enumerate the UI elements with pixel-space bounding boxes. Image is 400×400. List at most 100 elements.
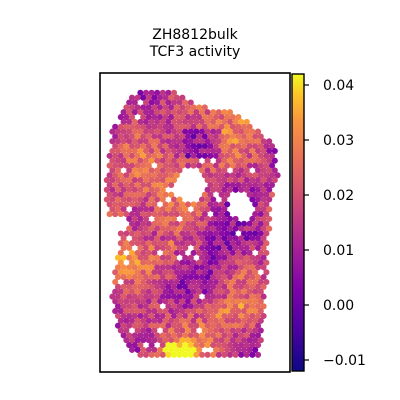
spot <box>128 143 136 150</box>
spot <box>224 133 231 140</box>
spot <box>176 283 183 290</box>
spot <box>263 172 270 179</box>
spot <box>240 123 248 130</box>
spot <box>246 240 253 247</box>
spot <box>196 123 203 130</box>
spot <box>148 351 155 358</box>
spot <box>266 157 273 164</box>
spot <box>198 244 206 252</box>
spot <box>168 269 175 276</box>
spot <box>126 177 133 184</box>
spot <box>179 162 186 169</box>
spot <box>190 230 197 237</box>
spot <box>109 128 116 135</box>
spot <box>126 99 133 106</box>
spot <box>148 99 155 106</box>
spot <box>187 312 194 320</box>
spot <box>196 104 203 111</box>
spot <box>238 128 245 135</box>
spot <box>257 230 264 237</box>
spot <box>246 298 253 305</box>
spot <box>254 312 262 320</box>
spot <box>232 303 239 310</box>
spot <box>226 312 234 320</box>
spot <box>263 259 270 266</box>
spot <box>215 283 222 290</box>
spot <box>221 342 228 349</box>
spot <box>212 162 220 169</box>
spot <box>238 147 245 155</box>
spot <box>168 278 175 286</box>
spot <box>184 259 192 266</box>
spot <box>120 157 127 164</box>
spot <box>263 269 270 276</box>
spot <box>198 206 206 213</box>
spot <box>128 104 136 111</box>
spot <box>184 269 192 276</box>
spot <box>165 206 172 213</box>
spot <box>170 351 178 358</box>
spot <box>201 114 208 121</box>
spot <box>182 254 189 261</box>
spot <box>240 172 248 179</box>
spot <box>260 167 267 174</box>
spot <box>198 215 206 222</box>
spot <box>168 191 175 198</box>
spot <box>215 118 222 125</box>
spot <box>246 327 253 334</box>
spot <box>190 308 197 315</box>
spot <box>204 342 211 349</box>
spot <box>128 201 136 208</box>
spot <box>131 109 138 116</box>
spot <box>187 254 194 261</box>
spot <box>221 264 228 271</box>
spot <box>131 99 138 106</box>
spot <box>249 264 256 271</box>
spot <box>190 278 197 286</box>
spot <box>198 254 206 261</box>
spot <box>218 327 225 334</box>
spot <box>260 254 267 261</box>
spot <box>257 143 264 150</box>
spot <box>145 211 152 218</box>
spot <box>243 293 250 300</box>
spot <box>235 298 242 305</box>
spot <box>151 104 158 111</box>
spot <box>145 346 152 353</box>
spot <box>170 167 178 174</box>
spot <box>249 196 256 203</box>
spot <box>131 177 138 184</box>
spot <box>148 342 155 349</box>
spot <box>210 109 217 116</box>
spot <box>112 308 119 315</box>
spot <box>114 274 122 281</box>
spot <box>142 118 150 125</box>
spot <box>263 201 270 208</box>
spot <box>145 133 152 140</box>
spot <box>126 274 133 281</box>
spot <box>246 172 253 179</box>
spot <box>201 269 208 276</box>
spot <box>215 167 222 174</box>
spot <box>170 147 178 155</box>
spot <box>142 283 150 290</box>
spot <box>156 220 164 227</box>
spot <box>112 181 119 189</box>
spot <box>176 274 183 281</box>
spot <box>117 230 124 237</box>
spot <box>123 308 130 315</box>
spot <box>243 254 250 261</box>
spot <box>179 230 186 237</box>
spot <box>117 269 124 276</box>
spot <box>201 211 208 218</box>
spot <box>159 342 166 349</box>
spot <box>128 337 136 344</box>
spot <box>120 147 127 155</box>
spot <box>238 303 245 310</box>
spot <box>120 254 127 261</box>
spot <box>120 128 127 135</box>
spot <box>240 249 248 256</box>
spot <box>128 172 136 179</box>
spot <box>226 128 234 135</box>
spot <box>187 118 194 125</box>
